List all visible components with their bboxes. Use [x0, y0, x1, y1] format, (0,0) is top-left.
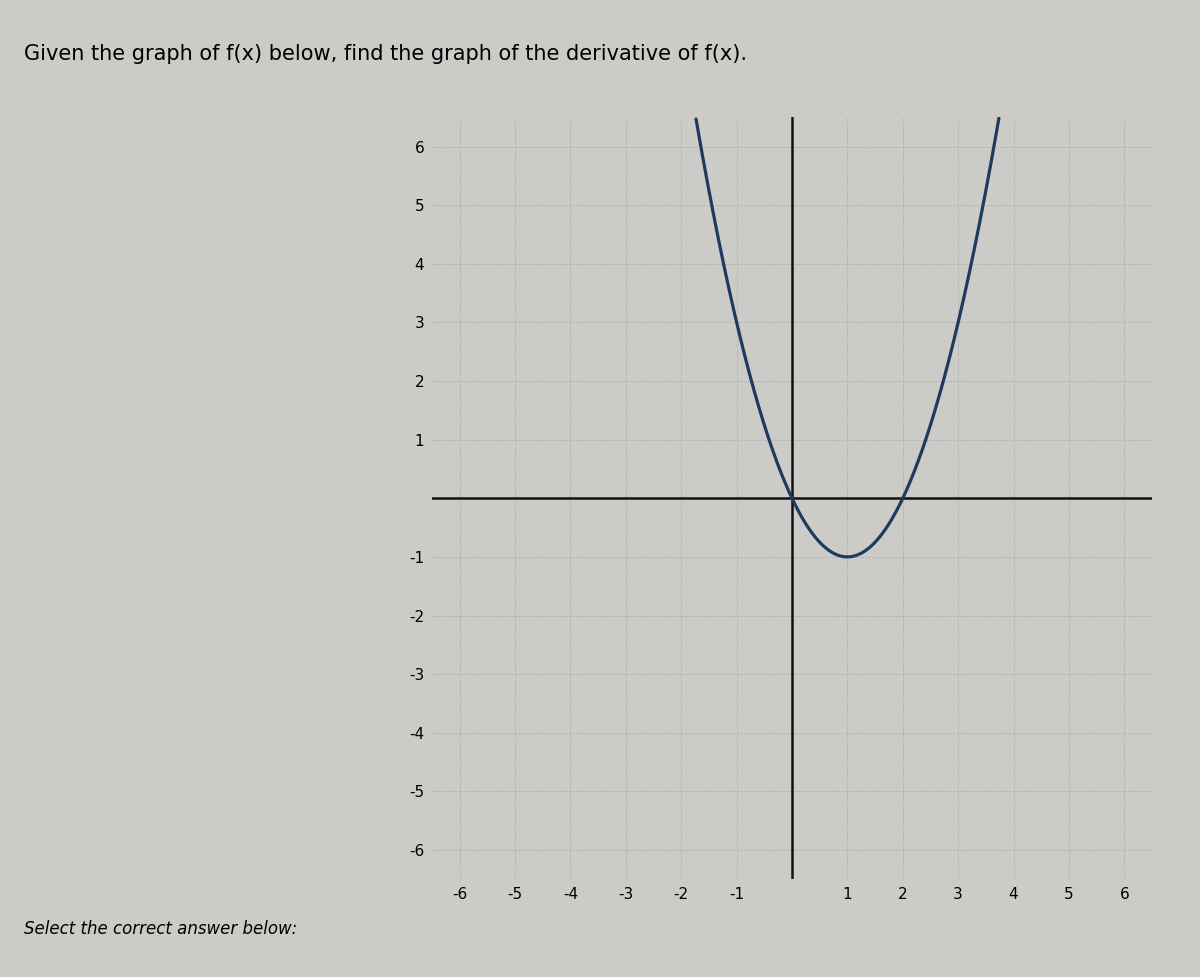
- Text: Given the graph of f(x) below, find the graph of the derivative of f(x).: Given the graph of f(x) below, find the …: [24, 44, 746, 64]
- Text: Select the correct answer below:: Select the correct answer below:: [24, 920, 298, 938]
